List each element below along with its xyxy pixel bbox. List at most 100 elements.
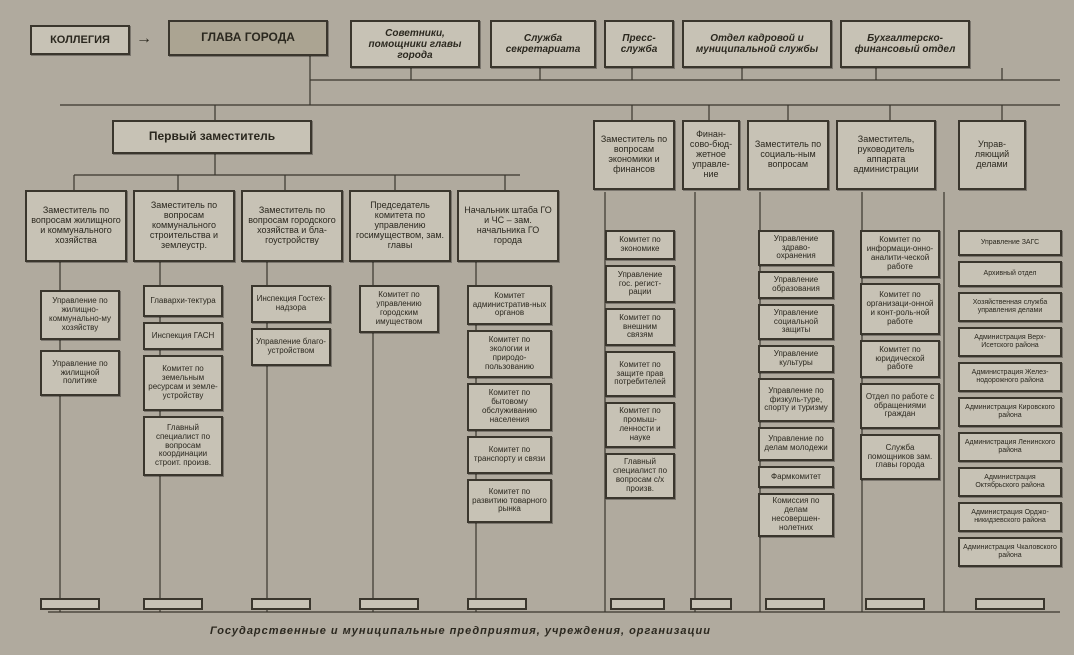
node-c4a: Комитет по управлению городским имуществ… bbox=[359, 285, 439, 333]
label: Комиссия по делам несовершен-нолетних bbox=[763, 497, 829, 532]
node-c7d: Управление культуры bbox=[758, 345, 834, 373]
label: Комитет по информаци-онно-аналити-ческой… bbox=[865, 236, 935, 271]
node-c1a: Управление по жилищно-коммунально-му хоз… bbox=[40, 290, 120, 340]
node-c9d: Администрация Верх-Исетского района bbox=[958, 327, 1062, 357]
node-c5d: Комитет по транспорту и связи bbox=[467, 436, 552, 474]
label: Первый заместитель bbox=[149, 130, 275, 143]
label: Комитет по земельным ресурсам и земле-ус… bbox=[148, 365, 218, 400]
label: Управление по физкуль-туре, спорту и тур… bbox=[763, 387, 829, 413]
node-c9f: Администрация Кировского района bbox=[958, 397, 1062, 427]
label: Советники, помощники главы города bbox=[355, 28, 475, 61]
org-chart-root: { "colors": { "bg":"#b0aa9e", "box":"#c7… bbox=[0, 0, 1074, 655]
label: Отдел кадровой и муниципальной службы bbox=[687, 33, 827, 55]
node-c9j: Администрация Чкаловского района bbox=[958, 537, 1062, 567]
node-c9g: Администрация Ленинского района bbox=[958, 432, 1062, 462]
node-c9a: Управление ЗАГС bbox=[958, 230, 1062, 256]
label: Управление образования bbox=[763, 276, 829, 294]
node-c7a: Управление здраво-охранения bbox=[758, 230, 834, 266]
label: Пресс-служба bbox=[609, 33, 669, 55]
label: Управление культуры bbox=[763, 350, 829, 368]
node-c3b: Управление благо-устройством bbox=[251, 328, 331, 366]
node-c6a: Комитет по экономике bbox=[605, 230, 675, 260]
label: Управление по жилищной политике bbox=[45, 360, 115, 386]
label: Администрация Ленинского района bbox=[963, 439, 1057, 454]
label: Администрация Октябрьского района bbox=[963, 474, 1057, 489]
label: Заместитель по вопросам экономики и фина… bbox=[598, 135, 670, 175]
label: Фармкомитет bbox=[771, 473, 821, 482]
label: Управление социальной защиты bbox=[763, 309, 829, 335]
node-c1b: Управление по жилищной политике bbox=[40, 350, 120, 396]
label: Управ-ляющий делами bbox=[963, 140, 1021, 170]
node-buh: Бухгалтерско-финансовый отдел bbox=[840, 20, 970, 68]
label: Комитет по транспорту и связи bbox=[472, 446, 547, 464]
label: Бухгалтерско-финансовый отдел bbox=[845, 33, 965, 55]
node-c6e: Комитет по промыш-ленности и науке bbox=[605, 402, 675, 448]
label: Комитет по юридической работе bbox=[865, 346, 935, 372]
label: Комитет по развитию товарного рынка bbox=[472, 488, 547, 514]
label: Главный специалист по вопросам координац… bbox=[148, 424, 218, 468]
label: Инспекция ГАСН bbox=[152, 332, 215, 341]
node-c6f: Главный специалист по вопросам с/х произ… bbox=[605, 453, 675, 499]
label: Комитет по внешним связям bbox=[610, 314, 670, 340]
node-dep-social: Заместитель по социаль-ным вопросам bbox=[747, 120, 829, 190]
stub bbox=[690, 598, 732, 610]
node-c2c: Комитет по земельным ресурсам и земле-ус… bbox=[143, 355, 223, 411]
stub bbox=[610, 598, 665, 610]
node-sub-gorhoz: Заместитель по вопросам городского хозяй… bbox=[241, 190, 343, 262]
node-c2a: Главархи-тектура bbox=[143, 285, 223, 317]
node-c7e: Управление по физкуль-туре, спорту и тур… bbox=[758, 378, 834, 422]
label: Комитет по промыш-ленности и науке bbox=[610, 407, 670, 442]
stub bbox=[359, 598, 419, 610]
stub bbox=[765, 598, 825, 610]
node-glava: ГЛАВА ГОРОДА bbox=[168, 20, 328, 56]
footer-text: Государственные и муниципальные предприя… bbox=[210, 625, 711, 637]
label: Управление по делам молодежи bbox=[763, 435, 829, 453]
node-c6d: Комитет по защите прав потребителей bbox=[605, 351, 675, 397]
node-c8b: Комитет по организаци-онной и конт-роль-… bbox=[860, 283, 940, 335]
label: Главархи-тектура bbox=[150, 297, 215, 306]
node-first-deputy: Первый заместитель bbox=[112, 120, 312, 154]
label: Администрация Желез-нодорожного района bbox=[963, 369, 1057, 384]
node-sub-go: Начальник штаба ГО и ЧС – зам. начальник… bbox=[457, 190, 559, 262]
node-c9h: Администрация Октябрьского района bbox=[958, 467, 1062, 497]
label: Администрация Верх-Исетского района bbox=[963, 334, 1057, 349]
label: Администрация Орджо-никидзевского района bbox=[963, 509, 1057, 524]
label: Комитет по экологии и природо-пользовани… bbox=[472, 336, 547, 371]
node-c5b: Комитет по экологии и природо-пользовани… bbox=[467, 330, 552, 378]
label: Архивный отдел bbox=[984, 270, 1037, 278]
node-c8e: Служба помощников зам. главы города bbox=[860, 434, 940, 480]
label: Заместитель по вопросам городского хозяй… bbox=[246, 206, 338, 246]
label: Заместитель по вопросам коммунального ст… bbox=[138, 201, 230, 250]
label: Заместитель по вопросам жилищного и комм… bbox=[30, 206, 122, 246]
node-sekretariat: Служба секретариата bbox=[490, 20, 596, 68]
label: Хозяйственная служба управления делами bbox=[963, 299, 1057, 314]
stub bbox=[975, 598, 1045, 610]
stub bbox=[467, 598, 527, 610]
node-c2b: Инспекция ГАСН bbox=[143, 322, 223, 350]
label: Председатель комитета по управлению госи… bbox=[354, 201, 446, 250]
node-sub-stroy: Заместитель по вопросам коммунального ст… bbox=[133, 190, 235, 262]
label: Управление благо-устройством bbox=[256, 338, 326, 356]
node-kollegia: КОЛЛЕГИЯ bbox=[30, 25, 130, 55]
node-upravdelami: Управ-ляющий делами bbox=[958, 120, 1026, 190]
node-sovetniki: Советники, помощники главы города bbox=[350, 20, 480, 68]
label: Служба помощников зам. главы города bbox=[865, 444, 935, 470]
label: Комитет по бытовому обслуживанию населен… bbox=[472, 389, 547, 424]
node-c5a: Комитет административ-ных органов bbox=[467, 285, 552, 325]
label: Управление гос. регист-рации bbox=[610, 271, 670, 297]
label: Финан-сово-бюд-жетное управле-ние bbox=[687, 130, 735, 179]
label: Отдел по работе с обращениями граждан bbox=[865, 393, 935, 419]
node-finbudget: Финан-сово-бюд-жетное управле-ние bbox=[682, 120, 740, 190]
node-c7f: Управление по делам молодежи bbox=[758, 427, 834, 461]
label: Главный специалист по вопросам с/х произ… bbox=[610, 458, 670, 493]
node-dep-apparat: Заместитель, руководитель аппарата админ… bbox=[836, 120, 936, 190]
label: Управление здраво-охранения bbox=[763, 235, 829, 261]
label: Начальник штаба ГО и ЧС – зам. начальник… bbox=[462, 206, 554, 246]
node-c5e: Комитет по развитию товарного рынка bbox=[467, 479, 552, 523]
label: Комитет административ-ных органов bbox=[472, 292, 547, 318]
label: Заместитель по социаль-ным вопросам bbox=[752, 140, 824, 170]
node-kadry: Отдел кадровой и муниципальной службы bbox=[682, 20, 832, 68]
node-c9i: Администрация Орджо-никидзевского района bbox=[958, 502, 1062, 532]
label: Управление ЗАГС bbox=[981, 239, 1039, 247]
node-press: Пресс-служба bbox=[604, 20, 674, 68]
